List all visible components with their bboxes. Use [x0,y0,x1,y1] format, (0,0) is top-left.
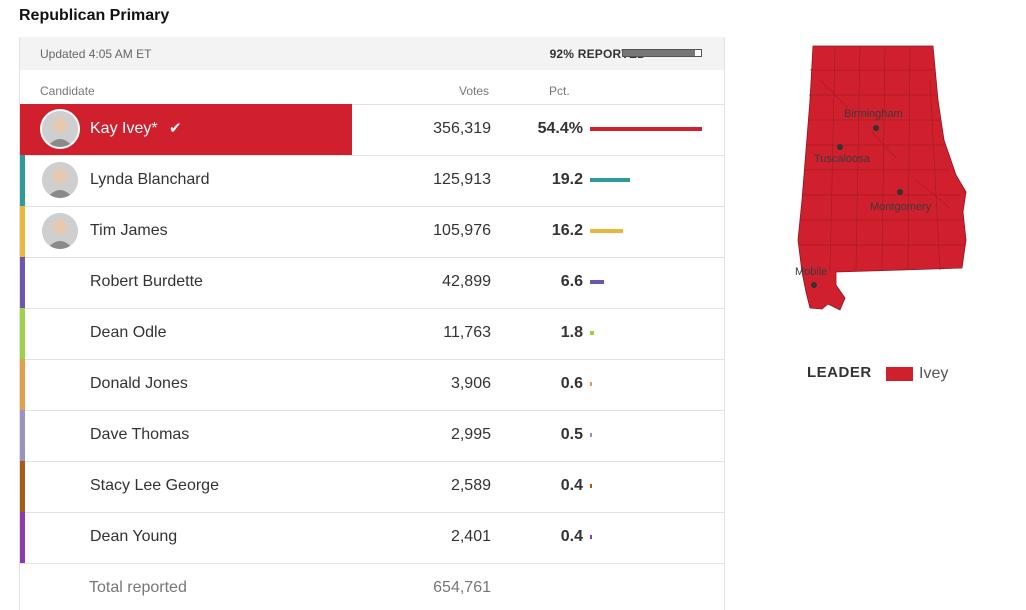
header-votes: Votes [459,84,490,98]
candidate-row: Kay Ivey* ✔ 356,319 54.4% [20,104,724,156]
tuscaloosa-marker [837,144,843,150]
status-bar: Updated 4:05 AM ET 92% REPORTED [20,37,724,70]
candidate-pct: 19.2 [551,171,583,188]
legend-swatch [886,367,913,381]
race-title: Republican Primary [19,7,170,24]
candidate-votes: 2,401 [450,528,491,545]
total-votes: 654,761 [433,579,491,596]
candidate-color-strip [20,257,25,308]
candidate-votes: 42,899 [442,273,491,290]
candidate-pct: 6.6 [560,273,583,290]
total-row: Total reported 654,761 [20,563,724,608]
candidate-color-strip [20,308,25,359]
candidate-votes: 2,589 [450,477,491,494]
candidate-color-strip [20,155,25,206]
candidate-row: Dean Odle 11,763 1.8 [20,308,724,360]
candidate-pct-bar [590,178,630,182]
candidate-pct: 54.4% [537,120,583,137]
candidate-votes: 356,319 [433,120,491,137]
candidate-name: Dean Young [90,528,178,545]
reported-progress-bar [622,49,702,57]
candidate-pct: 0.4 [560,477,583,494]
mobile-marker [811,282,817,288]
candidate-row: Dave Thomas 2,995 0.5 [20,410,724,462]
candidate-avatar [40,160,80,200]
candidate-pct: 1.8 [560,324,583,341]
candidate-name: Dean Odle [90,324,167,341]
city-label-tuscaloosa: Tuscaloosa [814,153,871,165]
candidate-row: Tim James 105,976 16.2 [20,206,724,258]
candidate-votes: 3,906 [450,375,491,392]
candidate-votes: 2,995 [450,426,491,443]
candidate-name: Stacy Lee George [90,477,219,494]
candidate-row: Robert Burdette 42,899 6.6 [20,257,724,309]
candidate-pct: 0.5 [560,426,583,443]
candidate-row: Dean Young 2,401 0.4 [20,512,724,564]
birmingham-marker [873,125,879,131]
candidate-pct-bar [590,535,592,539]
candidate-name: Tim James [90,222,168,239]
candidate-color-strip [20,410,25,461]
candidate-row: Stacy Lee George 2,589 0.4 [20,461,724,513]
candidate-pct-bar [590,127,702,131]
candidate-color-strip [20,461,25,512]
candidate-pct-bar [590,433,592,437]
city-label-montgomery: Montgomery [870,201,932,213]
candidate-votes: 125,913 [433,171,491,188]
legend-title: LEADER [807,364,872,381]
candidate-name: Robert Burdette [90,273,203,290]
total-label: Total reported [89,579,187,596]
candidate-row: Donald Jones 3,906 0.6 [20,359,724,411]
city-markers: Birmingham Tuscaloosa Montgomery Mobile [795,108,932,288]
candidate-avatar [40,109,80,149]
header-pct: Pct. [549,84,570,98]
candidate-pct: 0.6 [560,375,583,392]
header-candidate: Candidate [40,84,95,98]
candidate-color-strip [20,206,25,257]
alabama-map-svg: Birmingham Tuscaloosa Montgomery Mobile [795,45,967,311]
table-header: Candidate Votes Pct. [20,70,724,105]
candidate-row: Lynda Blanchard 125,913 19.2 [20,155,724,207]
city-label-birmingham: Birmingham [844,108,903,120]
updated-time: Updated 4:05 AM ET [40,47,152,61]
candidate-pct-bar [590,331,594,335]
candidate-name: Donald Jones [90,375,188,392]
candidate-name: Dave Thomas [90,426,190,443]
montgomery-marker [897,189,903,195]
reported-progress-fill [623,50,695,56]
candidate-color-strip [20,512,25,563]
winner-check-icon: ✔ [169,120,182,137]
city-label-mobile: Mobile [795,266,827,278]
candidate-avatar [40,211,80,251]
candidate-pct: 0.4 [560,528,583,545]
candidate-pct-bar [590,382,592,386]
candidate-color-strip [20,359,25,410]
candidate-pct: 16.2 [551,222,583,239]
candidate-pct-bar [590,280,604,284]
candidate-name: Kay Ivey* [90,120,158,137]
alabama-state-shape [797,45,967,311]
results-table: Updated 4:05 AM ET 92% REPORTED Candidat… [19,37,725,610]
alabama-county-map: Birmingham Tuscaloosa Montgomery Mobile [790,40,980,320]
legend-name: Ivey [919,365,949,382]
candidate-name: Lynda Blanchard [90,171,210,188]
candidate-pct-bar [590,229,623,233]
county-borders [800,45,965,273]
reported-label: 92% REPORTED [549,47,646,61]
candidate-votes: 105,976 [433,222,491,239]
candidate-pct-bar [590,484,592,488]
candidate-votes: 11,763 [443,324,491,341]
